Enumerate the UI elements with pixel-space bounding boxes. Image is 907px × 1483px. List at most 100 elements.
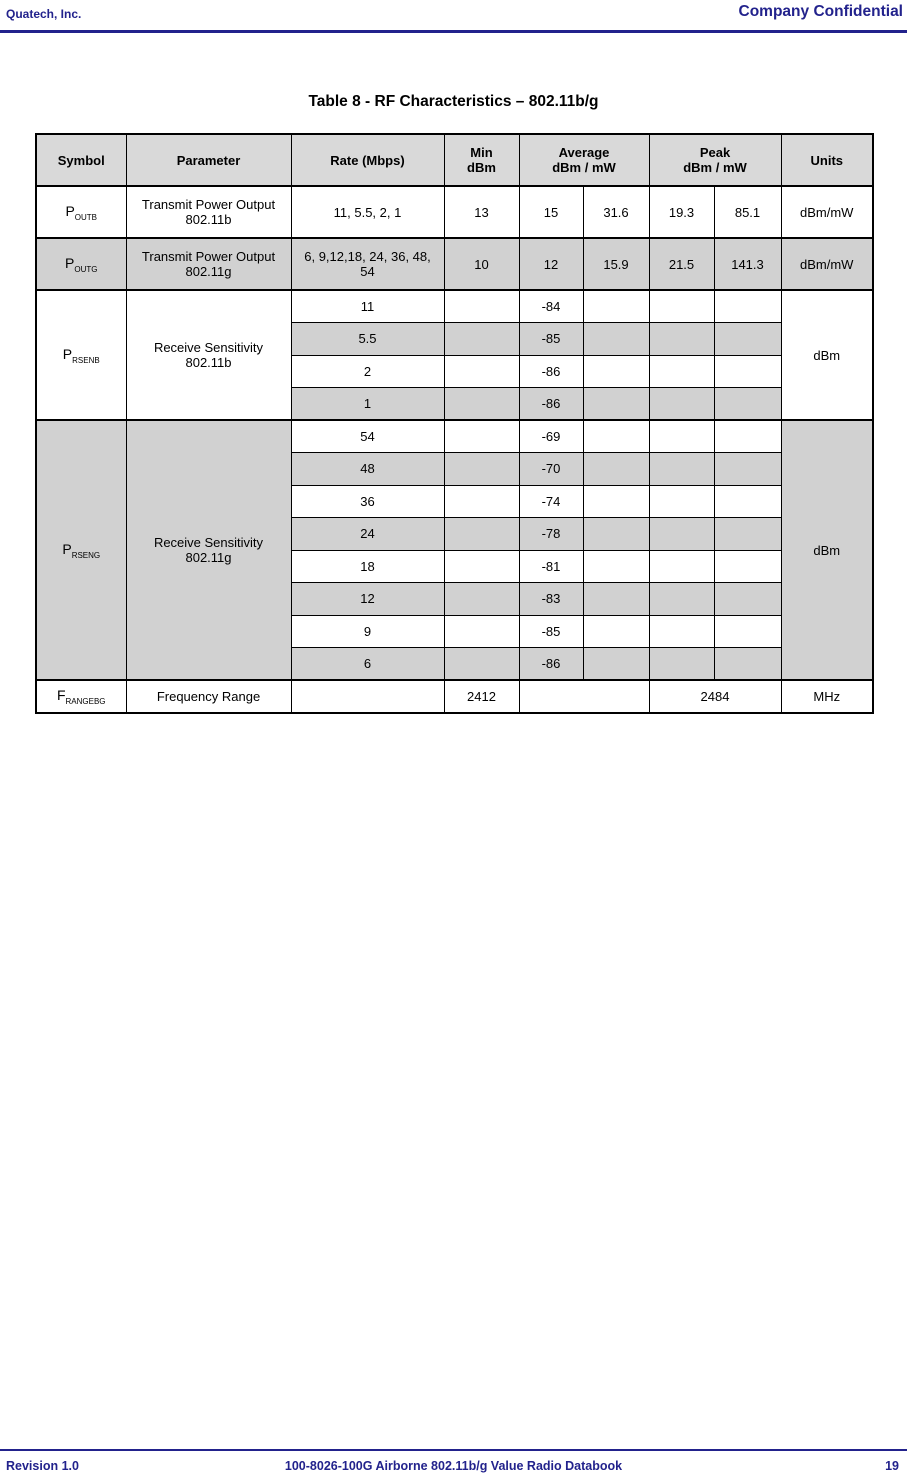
cell-frangebg-peak: 2484 <box>648 679 782 714</box>
empty-cell <box>582 289 650 323</box>
cell-frangebg-units: MHz <box>780 679 874 714</box>
cell-poutg-peak-dbm: 21.5 <box>648 237 715 291</box>
cell-prseng-avg-1: -70 <box>518 452 584 486</box>
empty-cell <box>290 679 445 714</box>
col-min: Min dBm <box>443 133 520 187</box>
empty-cell <box>648 419 715 453</box>
cell-prseng-rate-3: 24 <box>290 517 445 551</box>
empty-cell <box>582 419 650 453</box>
empty-cell <box>582 322 650 356</box>
empty-cell <box>443 549 520 583</box>
row-prseng-3: 36 -74 <box>36 484 873 518</box>
footer-rule <box>0 1449 907 1451</box>
cell-prseng-rate-7: 6 <box>290 647 445 681</box>
empty-cell <box>443 614 520 648</box>
empty-cell <box>713 549 782 583</box>
cell-prseng-parameter: Receive Sensitivity 802.11g <box>125 419 292 681</box>
confidential-label: Company Confidential <box>738 3 903 20</box>
header-rule <box>0 30 907 33</box>
cell-prseng-units: dBm <box>780 419 874 681</box>
cell-poutb-parameter: Transmit Power Output 802.11b <box>125 185 292 239</box>
empty-cell <box>648 484 715 518</box>
cell-poutb-peak-mw: 85.1 <box>713 185 782 239</box>
empty-cell <box>443 582 520 616</box>
row-prsenb-3: 2 -86 <box>36 354 873 388</box>
empty-cell <box>648 322 715 356</box>
cell-prseng-avg-5: -83 <box>518 582 584 616</box>
row-prseng-8: 6 -86 <box>36 647 873 681</box>
cell-prsenb-units: dBm <box>780 289 874 421</box>
row-poutb: POUTB Transmit Power Output 802.11b 11, … <box>35 185 874 239</box>
footer-document: 100-8026-100G Airborne 802.11b/g Value R… <box>284 1459 623 1473</box>
empty-cell <box>713 419 782 453</box>
empty-cell <box>582 387 650 421</box>
empty-cell <box>582 614 650 648</box>
empty-cell <box>518 679 650 714</box>
cell-prsenb-avg-3: -86 <box>518 387 584 421</box>
cell-prseng-avg-3: -78 <box>518 517 584 551</box>
cell-prsenb-avg-0: -84 <box>518 289 584 323</box>
cell-prsenb-rate-3: 1 <box>290 387 445 421</box>
cell-frangebg-symbol: FRANGEBG <box>35 679 127 714</box>
cell-poutb-min: 13 <box>443 185 520 239</box>
empty-cell <box>648 549 715 583</box>
cell-prseng-avg-0: -69 <box>518 419 584 453</box>
empty-cell <box>443 517 520 551</box>
empty-cell <box>443 484 520 518</box>
col-peak: Peak dBm / mW <box>648 133 782 187</box>
cell-prseng-avg-2: -74 <box>518 484 584 518</box>
cell-prseng-rate-6: 9 <box>290 614 445 648</box>
col-average: Average dBm / mW <box>518 133 650 187</box>
row-prsenb-1: PRSENB Receive Sensitivity 802.11b 11 -8… <box>35 289 874 421</box>
empty-cell <box>443 647 520 681</box>
rf-characteristics-table: Symbol Parameter Rate (Mbps) Min dBm Ave… <box>35 133 874 714</box>
cell-poutg-min: 10 <box>443 237 520 291</box>
empty-cell <box>648 452 715 486</box>
cell-prsenb-rate-0: 11 <box>290 289 445 323</box>
col-symbol: Symbol <box>35 133 127 187</box>
empty-cell <box>713 354 782 388</box>
table-title: Table 8 - RF Characteristics – 802.11b/g <box>308 93 599 110</box>
row-prseng-1: PRSENG Receive Sensitivity 802.11g 54 -6… <box>35 419 874 681</box>
empty-cell <box>582 354 650 388</box>
cell-poutb-units: dBm/mW <box>780 185 874 239</box>
empty-cell <box>582 484 650 518</box>
cell-frangebg-parameter: Frequency Range <box>125 679 292 714</box>
empty-cell <box>443 354 520 388</box>
cell-prsenb-avg-1: -85 <box>518 322 584 356</box>
row-prsenb-4: 1 -86 <box>36 387 873 421</box>
table-header-row: Symbol Parameter Rate (Mbps) Min dBm Ave… <box>35 133 874 187</box>
footer-revision: Revision 1.0 <box>6 1459 79 1473</box>
row-poutg: POUTG Transmit Power Output 802.11g 6, 9… <box>35 237 874 291</box>
cell-poutg-rate: 6, 9,12,18, 24, 36, 48, 54 <box>290 237 445 291</box>
empty-cell <box>713 614 782 648</box>
empty-cell <box>443 387 520 421</box>
col-rate: Rate (Mbps) <box>290 133 445 187</box>
empty-cell <box>443 289 520 323</box>
empty-cell <box>648 582 715 616</box>
cell-poutb-rate: 11, 5.5, 2, 1 <box>290 185 445 239</box>
cell-poutg-peak-mw: 141.3 <box>713 237 782 291</box>
empty-cell <box>713 484 782 518</box>
cell-prsenb-symbol: PRSENB <box>35 289 127 421</box>
cell-prseng-rate-5: 12 <box>290 582 445 616</box>
cell-prseng-rate-4: 18 <box>290 549 445 583</box>
col-parameter: Parameter <box>125 133 292 187</box>
cell-prseng-avg-6: -85 <box>518 614 584 648</box>
empty-cell <box>443 322 520 356</box>
empty-cell <box>648 354 715 388</box>
empty-cell <box>713 452 782 486</box>
empty-cell <box>648 289 715 323</box>
cell-prsenb-avg-2: -86 <box>518 354 584 388</box>
cell-frangebg-min: 2412 <box>443 679 520 714</box>
empty-cell <box>582 452 650 486</box>
cell-poutb-avg-mw: 31.6 <box>582 185 650 239</box>
empty-cell <box>443 419 520 453</box>
empty-cell <box>713 582 782 616</box>
row-prseng-2: 48 -70 <box>36 452 873 486</box>
cell-prseng-avg-7: -86 <box>518 647 584 681</box>
cell-poutg-parameter: Transmit Power Output 802.11g <box>125 237 292 291</box>
row-prseng-4: 24 -78 <box>36 517 873 551</box>
empty-cell <box>648 647 715 681</box>
cell-prseng-rate-0: 54 <box>290 419 445 453</box>
